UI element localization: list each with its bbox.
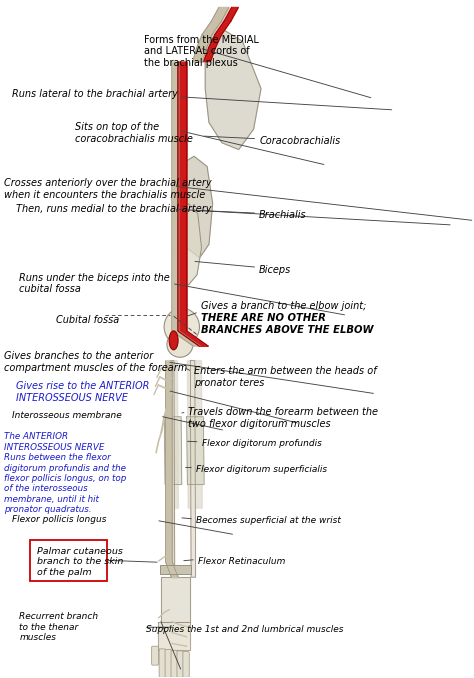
Polygon shape <box>173 203 201 285</box>
Text: Runs lateral to the brachial artery: Runs lateral to the brachial artery <box>12 89 178 99</box>
Text: Flexor Retinaculum: Flexor Retinaculum <box>198 557 285 566</box>
Text: pronator teres: pronator teres <box>194 378 264 388</box>
Ellipse shape <box>164 308 200 345</box>
Text: two flexor digitorum muscles: two flexor digitorum muscles <box>189 419 331 429</box>
Text: Interosseous membrane: Interosseous membrane <box>12 411 122 420</box>
Polygon shape <box>204 48 215 62</box>
Text: Coracobrachialis: Coracobrachialis <box>259 136 340 146</box>
Text: Supplies the 1st and 2nd lumbrical muscles: Supplies the 1st and 2nd lumbrical muscl… <box>146 624 343 633</box>
Text: Flexor digitorum superficialis: Flexor digitorum superficialis <box>196 465 327 474</box>
FancyBboxPatch shape <box>159 649 165 677</box>
FancyBboxPatch shape <box>177 651 183 677</box>
Text: Gives a branch to the elbow joint;: Gives a branch to the elbow joint; <box>201 301 366 311</box>
Polygon shape <box>205 28 261 150</box>
Text: THERE ARE NO OTHER: THERE ARE NO OTHER <box>201 313 326 323</box>
Polygon shape <box>224 7 238 21</box>
Bar <box>160 565 191 574</box>
Text: Sits on top of the
coracobrachialis muscle: Sits on top of the coracobrachialis musc… <box>75 123 193 144</box>
Polygon shape <box>161 577 191 622</box>
Text: The ANTERIOR
INTEROSSEOUS NERVE
Runs between the flexor
digitorum profundis and : The ANTERIOR INTEROSSEOUS NERVE Runs bet… <box>4 433 127 514</box>
Text: Crosses anteriorly over the brachial artery
when it encounters the brachialis mu: Crosses anteriorly over the brachial art… <box>4 178 212 199</box>
Polygon shape <box>209 35 221 48</box>
Text: Runs under the biceps into the
cubital fossa: Runs under the biceps into the cubital f… <box>19 273 170 294</box>
Polygon shape <box>177 157 213 258</box>
Text: Travels down the forearm between the: Travels down the forearm between the <box>189 407 379 417</box>
Polygon shape <box>158 622 191 650</box>
Polygon shape <box>166 361 178 508</box>
Polygon shape <box>197 35 212 48</box>
Text: Flexor pollicis longus: Flexor pollicis longus <box>12 515 106 524</box>
Text: Palmar cutaneous
branch to the skin
of the palm: Palmar cutaneous branch to the skin of t… <box>37 546 123 576</box>
Polygon shape <box>187 361 202 508</box>
Polygon shape <box>202 21 221 35</box>
Text: Brachialis: Brachialis <box>259 210 307 220</box>
FancyBboxPatch shape <box>171 650 177 677</box>
Polygon shape <box>191 361 196 577</box>
Text: Recurrent branch
to the thenar
muscles: Recurrent branch to the thenar muscles <box>19 612 99 642</box>
Text: Gives rise to the ANTERIOR
INTEROSSEOUS NERVE: Gives rise to the ANTERIOR INTEROSSEOUS … <box>16 381 149 403</box>
Text: Gives branches to the anterior
compartment muscles of the forearm: Gives branches to the anterior compartme… <box>4 351 188 373</box>
Ellipse shape <box>169 331 178 350</box>
Text: BRANCHES ABOVE THE ELBOW: BRANCHES ABOVE THE ELBOW <box>201 325 373 336</box>
Polygon shape <box>215 21 231 35</box>
Polygon shape <box>170 361 175 577</box>
FancyBboxPatch shape <box>165 650 172 677</box>
Ellipse shape <box>167 332 193 357</box>
Text: Then, runs medial to the brachial artery: Then, runs medial to the brachial artery <box>16 203 211 214</box>
Polygon shape <box>187 417 204 485</box>
Polygon shape <box>193 48 206 62</box>
FancyBboxPatch shape <box>30 540 107 580</box>
FancyBboxPatch shape <box>183 652 189 677</box>
FancyBboxPatch shape <box>152 646 158 665</box>
Text: Becomes superficial at the wrist: Becomes superficial at the wrist <box>196 516 341 525</box>
Text: Biceps: Biceps <box>259 264 292 275</box>
Text: Cubital fossa: Cubital fossa <box>56 315 120 325</box>
Polygon shape <box>164 417 182 485</box>
Text: Enters the arm between the heads of: Enters the arm between the heads of <box>194 366 377 376</box>
Text: Forms from the MEDIAL
and LATERAL cords of
the brachial plexus: Forms from the MEDIAL and LATERAL cords … <box>144 35 259 68</box>
Text: Flexor digitorum profundis: Flexor digitorum profundis <box>201 439 321 448</box>
Polygon shape <box>211 7 229 21</box>
